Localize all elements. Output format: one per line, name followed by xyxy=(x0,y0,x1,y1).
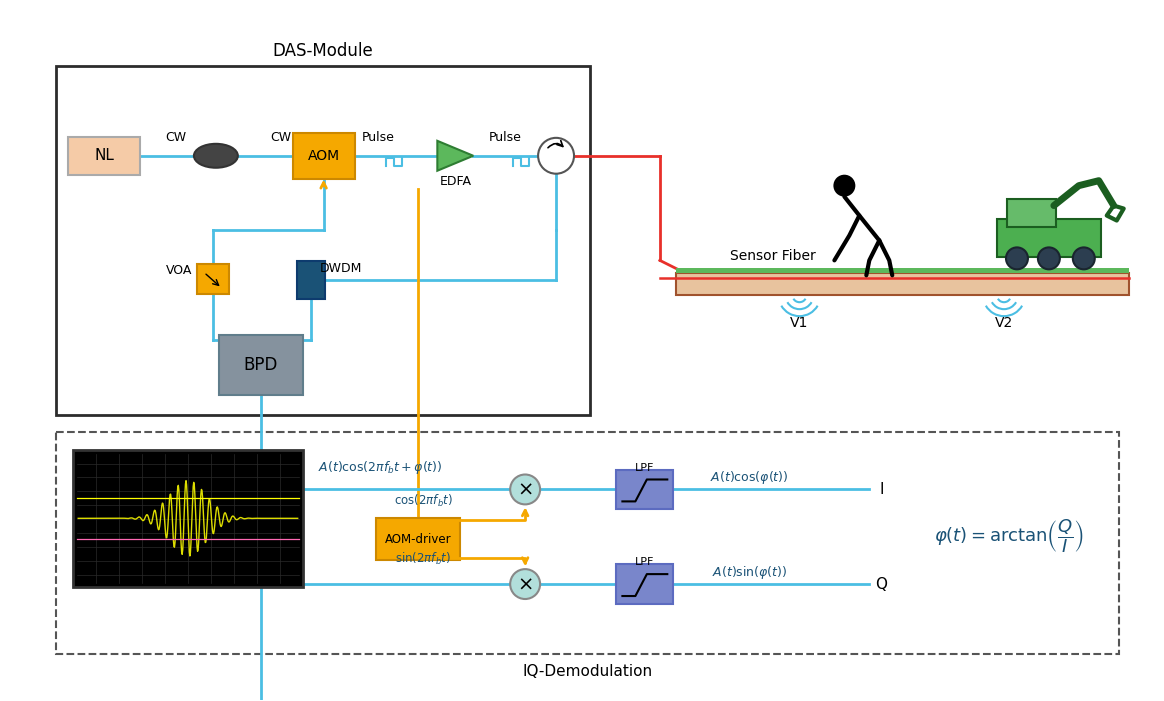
Text: BPD: BPD xyxy=(243,356,278,374)
Text: AOM-driver: AOM-driver xyxy=(385,533,452,546)
Text: AOM: AOM xyxy=(307,149,340,163)
FancyBboxPatch shape xyxy=(197,264,229,294)
Text: DWDM: DWDM xyxy=(319,262,362,275)
Text: CW: CW xyxy=(270,131,291,144)
Text: $A(t)\sin(\varphi(t))$: $A(t)\sin(\varphi(t))$ xyxy=(712,564,787,580)
Text: Q: Q xyxy=(875,576,887,592)
FancyBboxPatch shape xyxy=(219,335,303,395)
Text: $\times$: $\times$ xyxy=(517,575,533,594)
Ellipse shape xyxy=(194,144,237,168)
Text: VOA: VOA xyxy=(165,264,192,277)
Text: LPF: LPF xyxy=(636,557,654,567)
Text: IQ-Demodulation: IQ-Demodulation xyxy=(523,665,653,679)
Text: V2: V2 xyxy=(995,316,1013,330)
FancyBboxPatch shape xyxy=(73,449,303,587)
Bar xyxy=(56,432,1119,654)
Text: Sensor Fiber: Sensor Fiber xyxy=(730,250,816,264)
Circle shape xyxy=(1038,247,1060,269)
FancyBboxPatch shape xyxy=(376,518,460,560)
Polygon shape xyxy=(438,141,474,171)
Bar xyxy=(56,66,590,415)
Text: Pulse: Pulse xyxy=(362,131,395,144)
Circle shape xyxy=(1073,247,1095,269)
Text: Pulse: Pulse xyxy=(489,131,521,144)
Text: V1: V1 xyxy=(790,316,809,330)
Text: CW: CW xyxy=(165,131,186,144)
Bar xyxy=(676,268,1129,273)
Text: $A(t)\cos(2\pi f_b t + \varphi(t))$: $A(t)\cos(2\pi f_b t + \varphi(t))$ xyxy=(318,459,442,476)
FancyBboxPatch shape xyxy=(617,470,673,510)
Text: EDFA: EDFA xyxy=(439,175,471,188)
Circle shape xyxy=(538,138,574,174)
Text: $\times$: $\times$ xyxy=(517,480,533,499)
Circle shape xyxy=(510,475,540,505)
Circle shape xyxy=(833,175,856,196)
Text: $\cos(2\pi f_b t)$: $\cos(2\pi f_b t)$ xyxy=(393,494,453,510)
Text: $A(t)\cos(\varphi(t))$: $A(t)\cos(\varphi(t))$ xyxy=(710,469,789,486)
FancyBboxPatch shape xyxy=(617,564,673,604)
Text: $\varphi(t) = \arctan\!\left(\dfrac{Q}{I}\right)$: $\varphi(t) = \arctan\!\left(\dfrac{Q}{I… xyxy=(934,517,1084,555)
FancyBboxPatch shape xyxy=(297,261,325,299)
FancyBboxPatch shape xyxy=(998,219,1101,257)
Circle shape xyxy=(1006,247,1028,269)
FancyBboxPatch shape xyxy=(1007,198,1056,228)
Bar xyxy=(676,273,1129,295)
FancyBboxPatch shape xyxy=(69,137,140,175)
Text: $\sin(2\pi f_b t)$: $\sin(2\pi f_b t)$ xyxy=(396,551,452,567)
Circle shape xyxy=(510,569,540,599)
Text: LPF: LPF xyxy=(636,463,654,472)
Text: I: I xyxy=(879,482,883,497)
Text: DAS-Module: DAS-Module xyxy=(272,42,374,60)
FancyBboxPatch shape xyxy=(292,133,355,179)
Text: NL: NL xyxy=(94,149,114,163)
